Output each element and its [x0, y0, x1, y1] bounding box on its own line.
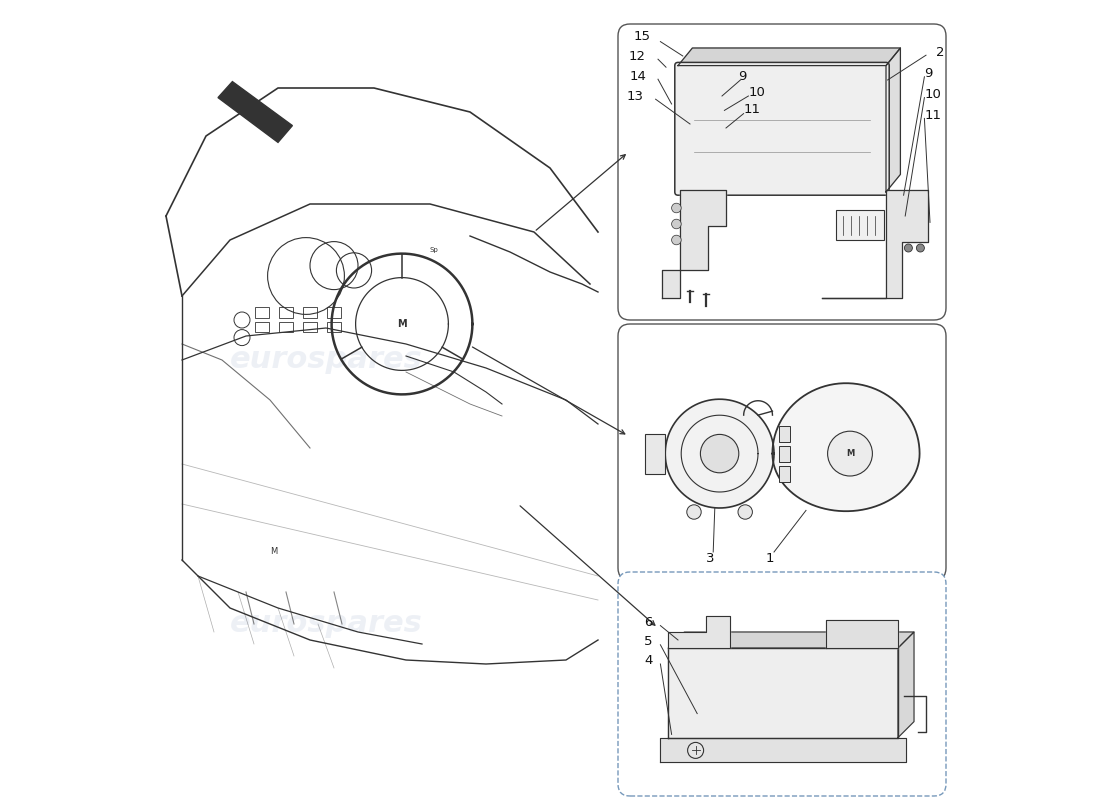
FancyBboxPatch shape	[618, 324, 946, 580]
FancyBboxPatch shape	[674, 62, 889, 195]
Text: 2: 2	[936, 46, 944, 58]
Text: 5: 5	[644, 635, 652, 648]
Circle shape	[827, 431, 872, 476]
Text: eurospares: eurospares	[230, 610, 422, 638]
Circle shape	[738, 505, 752, 519]
Polygon shape	[660, 738, 906, 762]
Polygon shape	[669, 648, 898, 738]
Text: 6: 6	[644, 616, 652, 629]
Text: M: M	[846, 449, 854, 458]
Text: 15: 15	[634, 30, 651, 42]
Polygon shape	[886, 48, 901, 192]
Circle shape	[672, 203, 681, 213]
Bar	[779, 446, 790, 462]
Bar	[302, 322, 317, 332]
FancyBboxPatch shape	[618, 24, 946, 320]
Bar	[779, 466, 790, 482]
Circle shape	[688, 742, 704, 758]
Text: 1: 1	[766, 552, 774, 565]
Bar	[327, 322, 341, 332]
Circle shape	[904, 244, 912, 252]
Polygon shape	[678, 48, 901, 66]
FancyBboxPatch shape	[618, 572, 946, 796]
Text: 13: 13	[627, 90, 644, 102]
Text: eurospares: eurospares	[647, 612, 805, 636]
Polygon shape	[669, 632, 914, 648]
Text: 11: 11	[924, 109, 942, 122]
Circle shape	[686, 505, 701, 519]
Bar	[255, 307, 270, 318]
Bar	[255, 322, 270, 332]
Text: eurospares: eurospares	[230, 346, 422, 374]
Text: 10: 10	[924, 88, 942, 101]
Bar	[278, 322, 294, 332]
Text: 9: 9	[924, 67, 933, 80]
Text: 3: 3	[706, 552, 714, 565]
Circle shape	[672, 219, 681, 229]
Circle shape	[701, 434, 739, 473]
Text: 11: 11	[744, 103, 760, 116]
Polygon shape	[826, 620, 898, 648]
Bar	[302, 307, 317, 318]
Polygon shape	[218, 82, 293, 142]
Polygon shape	[822, 190, 927, 298]
Text: eurospares: eurospares	[647, 348, 805, 372]
Polygon shape	[898, 632, 914, 738]
Polygon shape	[772, 383, 920, 511]
Bar	[836, 210, 884, 240]
Text: M: M	[397, 319, 407, 329]
Text: 9: 9	[738, 70, 747, 82]
Bar	[646, 434, 666, 474]
Text: M: M	[271, 547, 277, 557]
Circle shape	[672, 235, 681, 245]
Text: 14: 14	[629, 70, 646, 82]
Polygon shape	[669, 616, 730, 648]
Text: Sp: Sp	[430, 246, 439, 253]
Polygon shape	[666, 399, 774, 508]
Circle shape	[916, 244, 924, 252]
Text: 12: 12	[629, 50, 646, 62]
Text: 4: 4	[644, 654, 652, 667]
Bar	[779, 426, 790, 442]
Polygon shape	[662, 190, 726, 298]
Bar	[278, 307, 294, 318]
Text: 10: 10	[748, 86, 766, 98]
Bar	[327, 307, 341, 318]
